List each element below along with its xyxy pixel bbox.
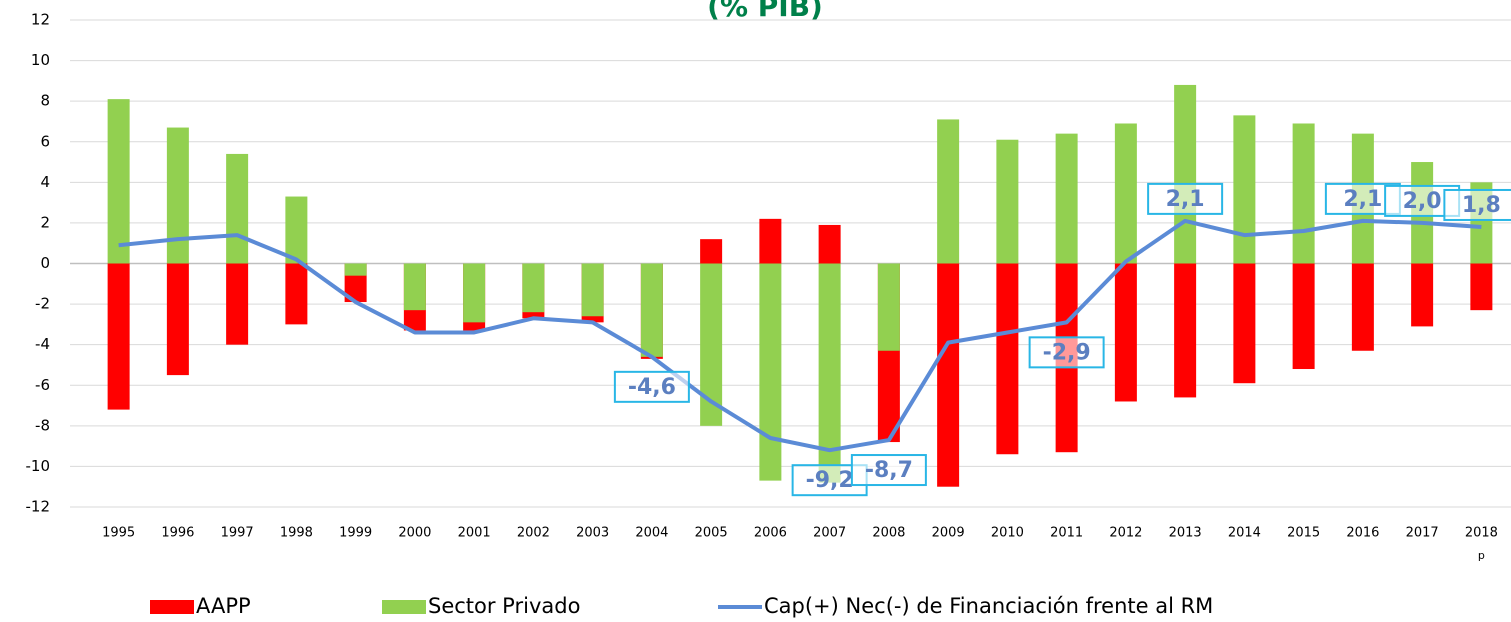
bar <box>1411 263 1434 327</box>
x-tick-label: 2016 <box>1346 526 1379 541</box>
value-label: -9,2 <box>806 468 854 493</box>
bar <box>640 263 663 357</box>
x-tick-label: 2011 <box>1050 526 1083 541</box>
bar <box>700 239 723 264</box>
value-label: 1,8 <box>1462 193 1501 218</box>
value-label-box <box>1147 182 1224 215</box>
y-tick-label: 10 <box>31 51 50 69</box>
y-tick-label: 6 <box>40 132 50 150</box>
bar <box>1292 123 1315 264</box>
bar <box>1292 263 1315 370</box>
bar <box>818 224 841 264</box>
bar <box>1233 115 1256 264</box>
x-tick-label: 2003 <box>576 526 609 541</box>
y-tick-label: 0 <box>40 254 50 272</box>
x-tick-label: 1995 <box>102 526 135 541</box>
value-label: -4,6 <box>628 375 676 400</box>
bar <box>1114 123 1137 264</box>
value-label: -2,9 <box>1043 340 1091 365</box>
value-label-box <box>1028 336 1105 369</box>
bar <box>285 263 308 325</box>
value-label: 2,0 <box>1403 189 1442 214</box>
bar <box>107 263 130 410</box>
bar <box>818 263 841 483</box>
bar <box>937 263 960 487</box>
x-tick-label: 2015 <box>1287 526 1320 541</box>
y-tick-label: 4 <box>40 173 50 191</box>
bar <box>1174 263 1197 398</box>
legend-swatch <box>150 600 194 614</box>
bar <box>937 119 960 264</box>
x-tick-label: 2012 <box>1109 526 1142 541</box>
x-tick-label: 2009 <box>932 526 965 541</box>
y-tick-label: -6 <box>35 376 50 394</box>
x-tick-label: 2014 <box>1228 526 1261 541</box>
bar <box>226 153 249 264</box>
x-tick-note: p <box>1478 549 1485 562</box>
bar <box>581 263 604 317</box>
bar <box>107 99 130 264</box>
bar <box>1174 84 1197 264</box>
x-tick-label: 2000 <box>398 526 431 541</box>
y-tick-label: -4 <box>35 335 50 353</box>
bar <box>403 263 426 311</box>
legend-label: Cap(+) Nec(-) de Financiación frente al … <box>764 594 1213 618</box>
x-tick-label: 1998 <box>280 526 313 541</box>
value-label: 2,1 <box>1166 187 1205 212</box>
bar <box>1470 263 1493 311</box>
x-tick-label: 1999 <box>339 526 372 541</box>
bar <box>1055 133 1078 264</box>
bar <box>1233 263 1256 384</box>
y-tick-label: -8 <box>35 416 50 434</box>
bar <box>759 218 782 264</box>
bar <box>877 263 900 351</box>
x-tick-label: 1996 <box>161 526 194 541</box>
bar <box>463 263 486 323</box>
bar <box>1114 263 1137 402</box>
line <box>118 218 1482 453</box>
bar <box>700 263 723 426</box>
legend-label: AAPP <box>196 594 251 618</box>
bar <box>166 127 189 264</box>
bar <box>522 263 545 313</box>
value-label: 2,1 <box>1343 187 1382 212</box>
x-tick-label: 2018 <box>1465 526 1498 541</box>
x-tick-label: 2017 <box>1406 526 1439 541</box>
x-tick-label: 2005 <box>695 526 728 541</box>
y-tick-label: 12 <box>31 11 50 29</box>
bar <box>1351 263 1374 351</box>
legend-swatch <box>382 600 426 614</box>
bar <box>759 263 782 481</box>
x-tick-label: 2008 <box>872 526 905 541</box>
value-label-box <box>850 454 927 487</box>
x-tick-label: 2010 <box>991 526 1024 541</box>
bar <box>996 139 1019 264</box>
bar <box>344 263 367 276</box>
y-tick-label: -2 <box>35 295 50 313</box>
x-tick-label: 2001 <box>458 526 491 541</box>
x-tick-label: 2002 <box>517 526 550 541</box>
y-tick-label: 2 <box>40 213 50 231</box>
x-tick-label: 2004 <box>635 526 668 541</box>
x-tick-label: 2007 <box>813 526 846 541</box>
x-tick-label: 2013 <box>1169 526 1202 541</box>
value-label-box <box>613 370 690 403</box>
bar <box>996 263 1019 455</box>
bar <box>285 196 308 264</box>
value-label-box <box>1443 188 1511 221</box>
chart-title: (% PIB) <box>707 0 823 23</box>
bar <box>226 263 249 345</box>
bar <box>166 263 189 376</box>
y-tick-label: 8 <box>40 92 50 110</box>
y-tick-label: -10 <box>26 457 51 475</box>
value-label: -8,7 <box>865 458 913 483</box>
x-tick-label: 2006 <box>754 526 787 541</box>
legend-label: Sector Privado <box>428 594 580 618</box>
y-tick-label: -12 <box>26 498 51 516</box>
x-tick-label: 1997 <box>221 526 254 541</box>
